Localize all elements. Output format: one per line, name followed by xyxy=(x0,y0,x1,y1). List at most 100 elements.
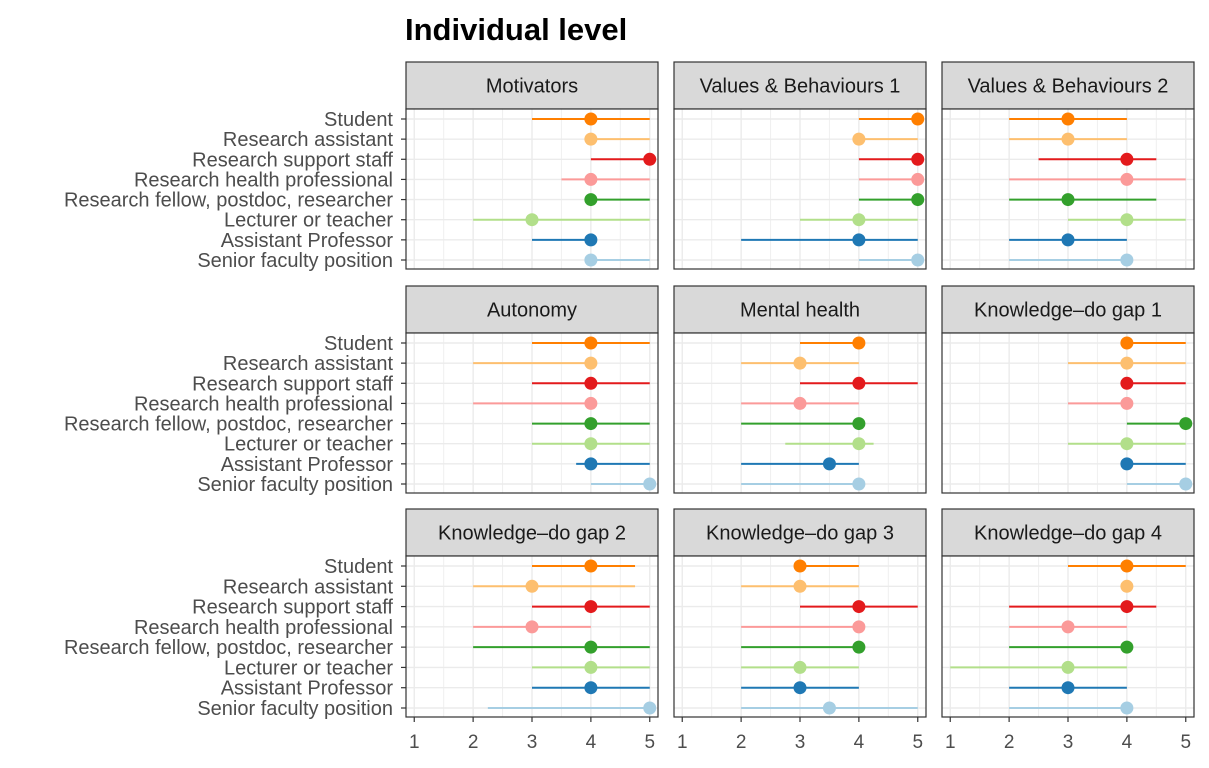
median-point xyxy=(1120,376,1134,390)
median-point xyxy=(643,477,657,491)
median-point xyxy=(1120,253,1134,267)
median-point xyxy=(911,193,925,207)
median-point xyxy=(584,132,598,146)
category-label: Research assistant xyxy=(223,576,394,598)
x-tick-label: 5 xyxy=(912,732,923,753)
x-tick-label: 3 xyxy=(527,732,538,753)
median-point xyxy=(1120,152,1134,166)
median-point xyxy=(1120,600,1134,614)
median-point xyxy=(793,579,807,593)
x-tick-label: 2 xyxy=(1004,732,1015,753)
x-tick-label: 3 xyxy=(795,732,806,753)
median-point xyxy=(1061,620,1075,634)
median-point xyxy=(1120,579,1134,593)
median-point xyxy=(852,417,866,431)
panel-strip-label: Knowledge–do gap 1 xyxy=(974,300,1162,322)
chart-title: Individual level xyxy=(405,12,627,47)
category-label: Research health professional xyxy=(134,393,393,415)
median-point xyxy=(1061,112,1075,126)
panel-6: Knowledge–do gap 1 xyxy=(941,285,1195,494)
median-point xyxy=(1120,457,1134,471)
panel-5: Mental health xyxy=(673,285,927,494)
median-point xyxy=(1061,233,1075,247)
median-point xyxy=(643,152,657,166)
category-label: Research fellow, postdoc, researcher xyxy=(64,414,393,436)
panel-9: Knowledge–do gap 4 1 2 3 4 5 xyxy=(941,508,1195,753)
category-label: Student xyxy=(324,556,393,578)
category-label: Research fellow, postdoc, researcher xyxy=(64,190,393,212)
panel-strip xyxy=(405,508,659,557)
median-point xyxy=(584,559,598,573)
panel-8: Knowledge–do gap 3 1 2 3 4 5 xyxy=(673,508,927,753)
median-point xyxy=(1061,193,1075,207)
median-point xyxy=(584,193,598,207)
median-point xyxy=(1061,681,1075,695)
median-point xyxy=(793,396,807,410)
median-point xyxy=(584,336,598,350)
panel-strip xyxy=(673,285,927,334)
median-point xyxy=(584,356,598,370)
category-label: Research fellow, postdoc, researcher xyxy=(64,637,393,659)
panel-strip-label: Autonomy xyxy=(487,300,577,322)
median-point xyxy=(911,112,925,126)
median-point xyxy=(1179,417,1193,431)
category-label: Lecturer or teacher xyxy=(224,657,393,679)
median-point xyxy=(584,417,598,431)
median-point xyxy=(852,600,866,614)
x-tick-label: 2 xyxy=(468,732,479,753)
median-point xyxy=(793,356,807,370)
median-point xyxy=(643,701,657,715)
panel-2: Values & Behaviours 1 xyxy=(673,61,927,270)
panel-border xyxy=(941,332,1195,494)
median-point xyxy=(584,457,598,471)
median-point xyxy=(793,660,807,674)
median-point xyxy=(852,132,866,146)
category-label: Lecturer or teacher xyxy=(224,434,393,456)
median-point xyxy=(911,152,925,166)
median-point xyxy=(584,172,598,186)
median-point xyxy=(911,253,925,267)
x-tick-label: 1 xyxy=(945,732,956,753)
panel-border xyxy=(673,108,927,270)
category-label: Research support staff xyxy=(192,149,393,171)
median-point xyxy=(584,600,598,614)
panel-border xyxy=(673,332,927,494)
panel-strip-label: Knowledge–do gap 4 xyxy=(974,523,1162,545)
panel-border xyxy=(405,332,659,494)
median-point xyxy=(852,620,866,634)
x-tick-label: 4 xyxy=(1122,732,1133,753)
median-point xyxy=(852,336,866,350)
panel-strip xyxy=(405,285,659,334)
median-point xyxy=(852,213,866,227)
median-point xyxy=(1120,640,1134,654)
category-label: Research support staff xyxy=(192,597,393,619)
category-label: Research assistant xyxy=(223,353,394,375)
panel-border xyxy=(405,108,659,270)
median-point xyxy=(1120,213,1134,227)
x-tick-label: 1 xyxy=(409,732,420,753)
x-tick-label: 5 xyxy=(1180,732,1191,753)
x-tick-label: 4 xyxy=(854,732,865,753)
median-point xyxy=(1120,559,1134,573)
median-point xyxy=(822,701,836,715)
median-point xyxy=(584,681,598,695)
median-point xyxy=(584,253,598,267)
category-label: Research health professional xyxy=(134,617,393,639)
category-label: Research support staff xyxy=(192,373,393,395)
median-point xyxy=(584,112,598,126)
category-label: Student xyxy=(324,333,393,355)
median-point xyxy=(584,660,598,674)
panel-strip xyxy=(673,508,927,557)
category-label: Assistant Professor xyxy=(221,678,394,700)
median-point xyxy=(852,477,866,491)
category-label: Senior faculty position xyxy=(197,698,393,720)
median-point xyxy=(852,233,866,247)
panel-strip-label: Knowledge–do gap 2 xyxy=(438,523,626,545)
median-point xyxy=(1120,437,1134,451)
median-point xyxy=(822,457,836,471)
x-tick-label: 2 xyxy=(736,732,747,753)
